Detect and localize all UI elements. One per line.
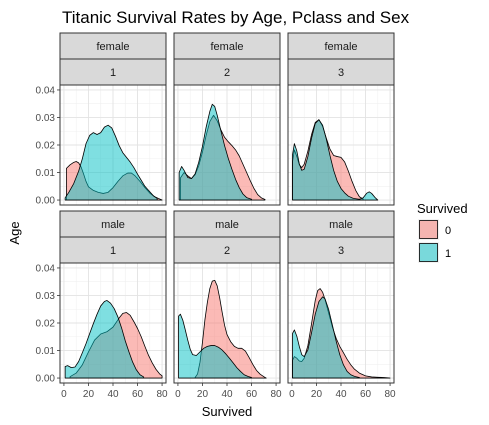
x-tick-label: 80 (271, 389, 283, 400)
facet-male-3: male 3 0 20 40 60 80 (287, 210, 397, 400)
density-area-survived-1 (64, 300, 145, 379)
facet-strip-pclass (59, 236, 167, 264)
y-tick-label: 0.00 (36, 196, 56, 207)
facet-strip-sex (59, 32, 167, 60)
legend-key-label-0: 0 (445, 225, 451, 237)
facet-strip-pclass-label: 1 (110, 67, 116, 79)
facet-strip-sex-label: female (210, 41, 243, 53)
x-tick-label: 0 (175, 389, 181, 400)
x-tick-label: 40 (335, 389, 347, 400)
y-tick-label: 0.01 (36, 346, 56, 357)
facet-strip-sex (173, 32, 281, 60)
x-tick-label: 20 (83, 389, 95, 400)
x-tick-label: 60 (246, 389, 258, 400)
x-axis-title: Survived (202, 404, 253, 419)
facet-female-1: female 1 0.00 0.01 0.02 0.03 0.04 (36, 32, 167, 207)
y-axis-title: Age (7, 221, 22, 244)
y-tick-label: 0.02 (36, 319, 56, 330)
facet-female-2: female 2 (173, 32, 281, 206)
x-tick-label: 20 (197, 389, 209, 400)
y-tick-label: 0.01 (36, 168, 56, 179)
x-tick-label: 40 (107, 389, 119, 400)
x-tick-label: 60 (132, 389, 144, 400)
chart-title: Titanic Survival Rates by Age, Pclass an… (62, 8, 410, 27)
x-tick-label: 0 (61, 389, 67, 400)
y-tick-label: 0.04 (36, 263, 56, 274)
y-tick-label: 0.04 (36, 85, 56, 96)
density-area-survived-1 (292, 296, 360, 379)
facet-female-3: female 3 (287, 32, 395, 206)
density-area-survived-1 (178, 313, 252, 379)
y-tick-label: 0.00 (36, 374, 56, 385)
facet-strip-sex (59, 210, 167, 238)
legend-keys: 01 (418, 219, 451, 263)
panel-border (173, 84, 281, 206)
density-area-survived-1 (64, 124, 158, 201)
density-area-survived-1 (292, 119, 379, 201)
legend-key-label-1: 1 (445, 248, 451, 260)
legend-key-swatch-1 (419, 243, 438, 262)
x-tick-label: 80 (157, 389, 169, 400)
panel-border (287, 84, 395, 206)
y-tick-label: 0.02 (36, 141, 56, 152)
x-tick-label: 0 (289, 389, 295, 400)
x-tick-label: 80 (385, 389, 397, 400)
facet-strip-sex-label: male (101, 219, 125, 231)
legend-title: Survived (417, 201, 468, 216)
facet-strip-sex-label: female (96, 41, 129, 53)
x-tick-label: 20 (311, 389, 323, 400)
facet-strip-sex-label: male (329, 219, 353, 231)
facet-strip-sex-label: male (215, 219, 239, 231)
facet-strip-pclass-label: 3 (338, 67, 344, 79)
legend-key-swatch-0 (419, 220, 438, 239)
facet-strip-pclass-label: 2 (224, 67, 230, 79)
legend: Survived 01 (417, 201, 468, 263)
x-tick-label: 60 (360, 389, 372, 400)
facet-strip-pclass (173, 58, 281, 86)
facet-strip-sex (287, 210, 395, 238)
facet-strip-pclass-label: 1 (110, 245, 116, 257)
facet-strip-sex (173, 210, 281, 238)
facet-male-1: male 1 0.00 0.01 0.02 0.03 0.04 0 20 40 60 80 (36, 210, 169, 400)
y-tick-label: 0.03 (36, 291, 56, 302)
facet-strip-pclass-label: 3 (338, 245, 344, 257)
x-tick-label: 40 (221, 389, 233, 400)
y-tick-label: 0.03 (36, 113, 56, 124)
facet-strip-pclass (59, 58, 167, 86)
facet-panels: female10.000.010.020.030.04female2female… (36, 32, 397, 400)
density-area-survived-1 (178, 103, 252, 201)
facet-strip-pclass-label: 2 (224, 245, 230, 257)
facet-strip-sex-label: female (324, 41, 357, 53)
